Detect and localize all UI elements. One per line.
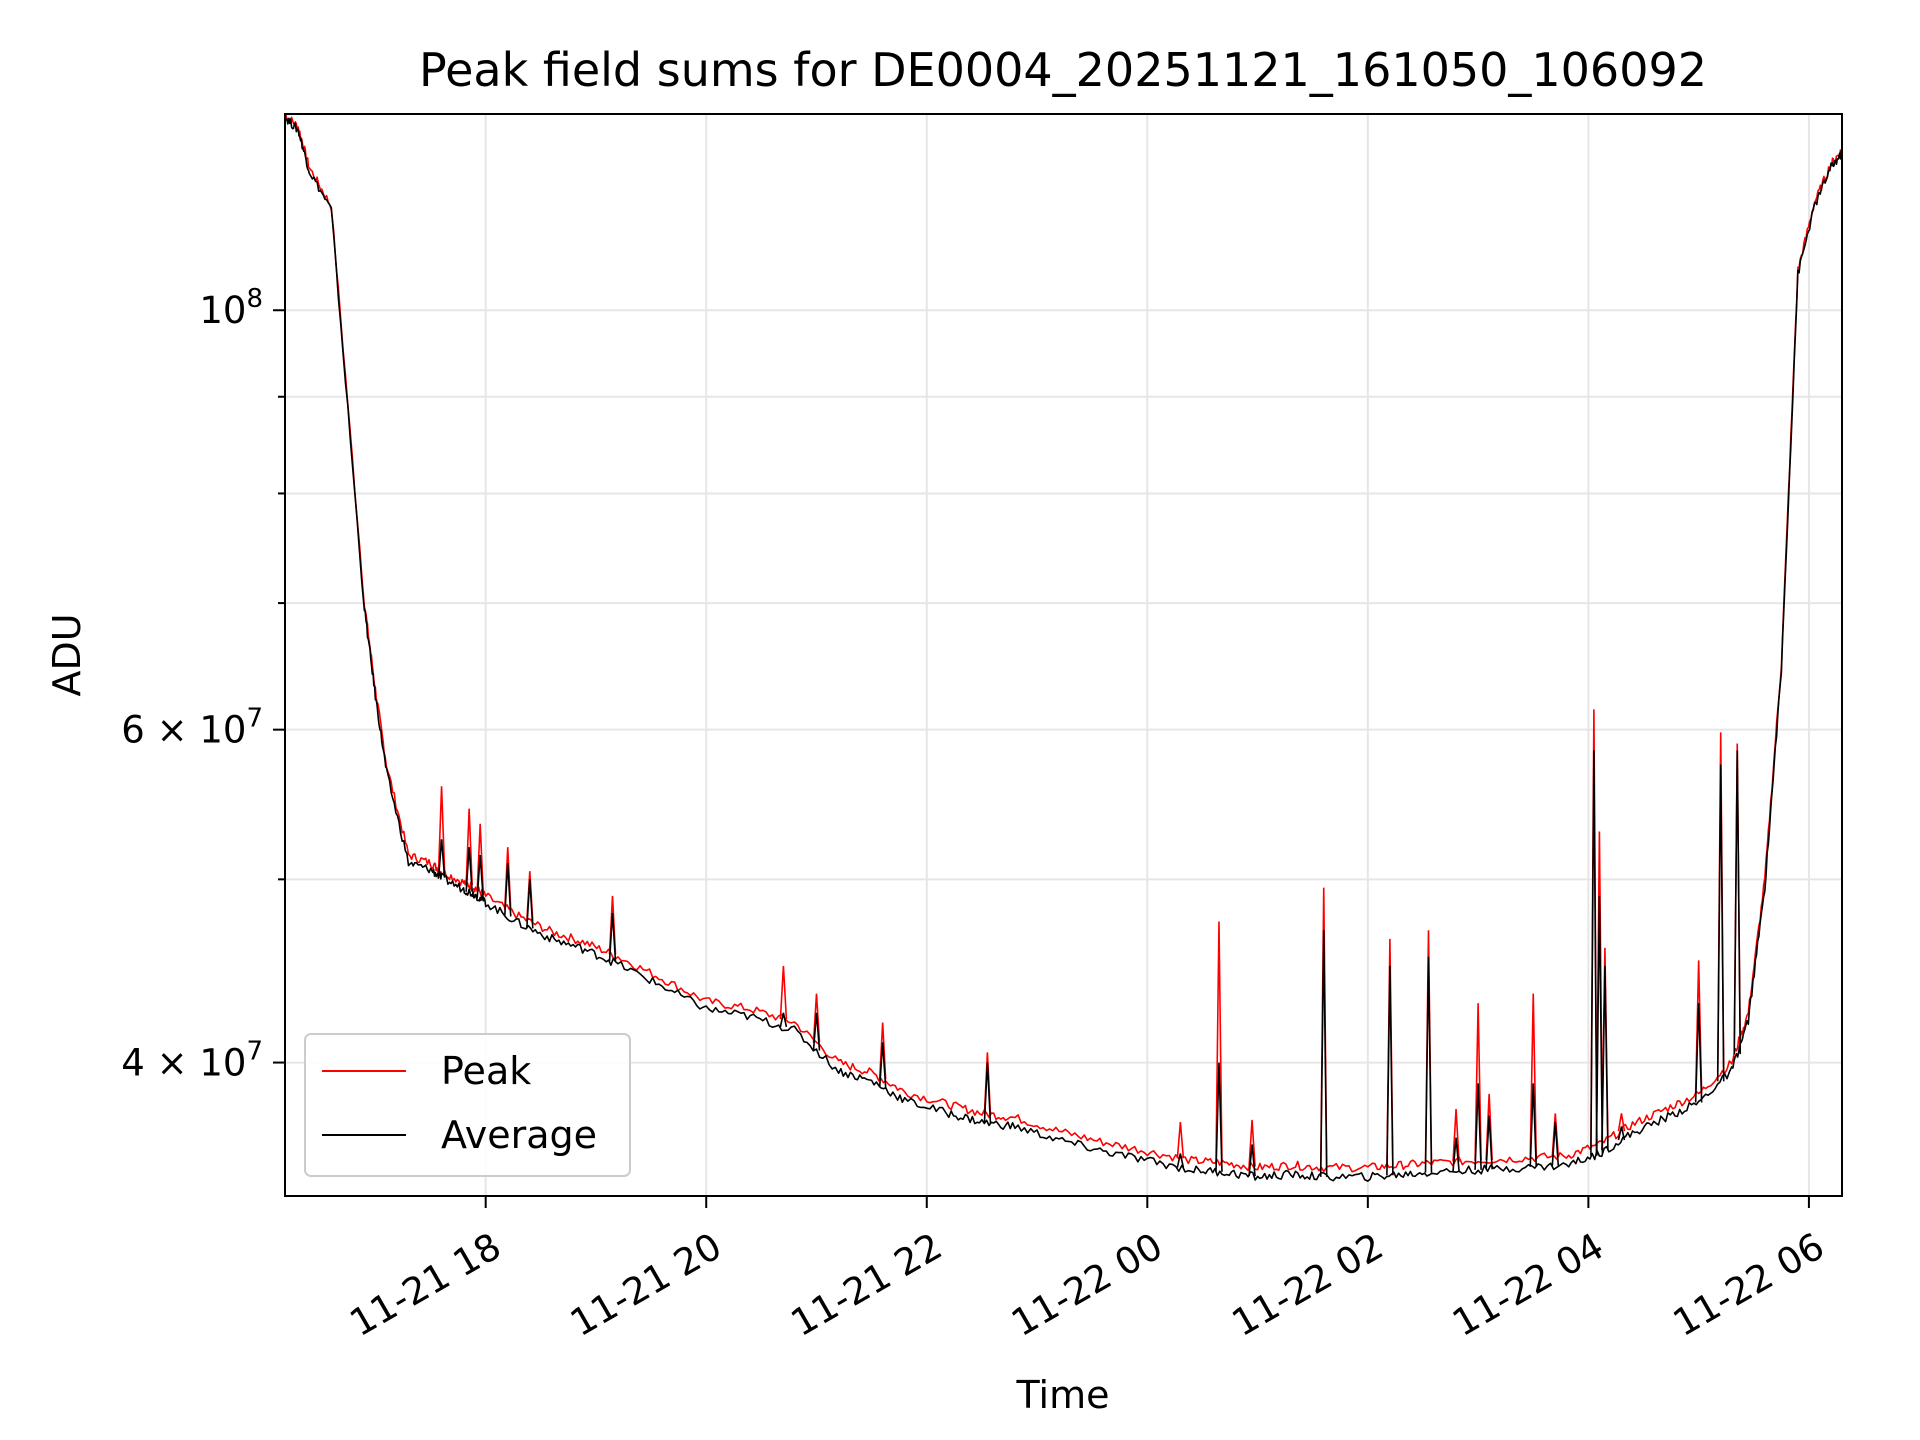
grid-lines	[285, 114, 1842, 1196]
spike-average-7	[812, 1012, 821, 1051]
legend: Peak Average	[304, 1033, 631, 1177]
spike-peak-16	[1452, 1108, 1460, 1162]
spike-average-15	[1424, 956, 1433, 1173]
spike-average-24	[1617, 1126, 1626, 1141]
spike-peak-1	[465, 808, 473, 886]
chart-title: Peak field sums for DE0004_20251121_1610…	[419, 43, 1707, 97]
spike-average-9	[983, 1062, 992, 1123]
spike-average-22	[1595, 895, 1604, 1154]
spike-peak-6	[779, 965, 788, 1020]
spike-average-8	[878, 1042, 887, 1088]
spike-peak-11	[1215, 921, 1223, 1163]
y-tick-label-0: 4 × 107	[121, 1037, 263, 1085]
y-tick-label-1: 6 × 107	[121, 704, 263, 752]
spike-peak-10	[1176, 1122, 1185, 1159]
series-layer	[284, 113, 1843, 1182]
spike-average-0	[437, 839, 446, 878]
spike-peak-0	[437, 786, 446, 872]
spike-average-23	[1601, 965, 1609, 1151]
spike-average-16	[1452, 1137, 1460, 1172]
spike-average-25	[1694, 1003, 1703, 1103]
spike-average-14	[1386, 965, 1394, 1176]
spike-average-17	[1474, 1083, 1482, 1170]
spike-peak-19	[1529, 993, 1538, 1158]
spike-average-6	[779, 1012, 788, 1028]
spike-average-18	[1485, 1115, 1493, 1170]
spike-average-19	[1529, 1083, 1538, 1167]
spike-average-20	[1551, 1122, 1560, 1166]
series-line-average	[284, 118, 1843, 1182]
plot-frame	[284, 113, 1843, 1197]
spike-peak-12	[1248, 1119, 1256, 1167]
series-line-peak	[284, 113, 1843, 1173]
y-axis-label: ADU	[45, 613, 89, 696]
spike-peak-7	[812, 993, 821, 1043]
spike-peak-24	[1617, 1113, 1626, 1132]
spike-average-2	[476, 855, 484, 899]
spike-peak-8	[878, 1022, 887, 1080]
spike-average-5	[608, 912, 617, 962]
legend-average-label: Average	[441, 1113, 597, 1157]
spike-average-10	[1176, 1153, 1185, 1168]
x-axis-label: Time	[1016, 1373, 1110, 1417]
spike-average-12	[1248, 1144, 1256, 1177]
y-tick-label-2: 108	[199, 284, 263, 332]
spike-average-4	[525, 879, 534, 929]
spike-average-3	[503, 863, 512, 917]
spike-average-26	[1716, 764, 1725, 1082]
spike-average-13	[1319, 930, 1328, 1177]
spike-average-27	[1733, 750, 1742, 1055]
spike-average-21	[1590, 750, 1598, 1156]
spike-peak-2	[476, 823, 484, 892]
spike-average-1	[465, 847, 473, 892]
spike-peak-17	[1474, 1003, 1482, 1161]
legend-peak-label: Peak	[441, 1049, 531, 1093]
legend-box	[304, 1033, 631, 1177]
spike-average-11	[1215, 1062, 1223, 1172]
